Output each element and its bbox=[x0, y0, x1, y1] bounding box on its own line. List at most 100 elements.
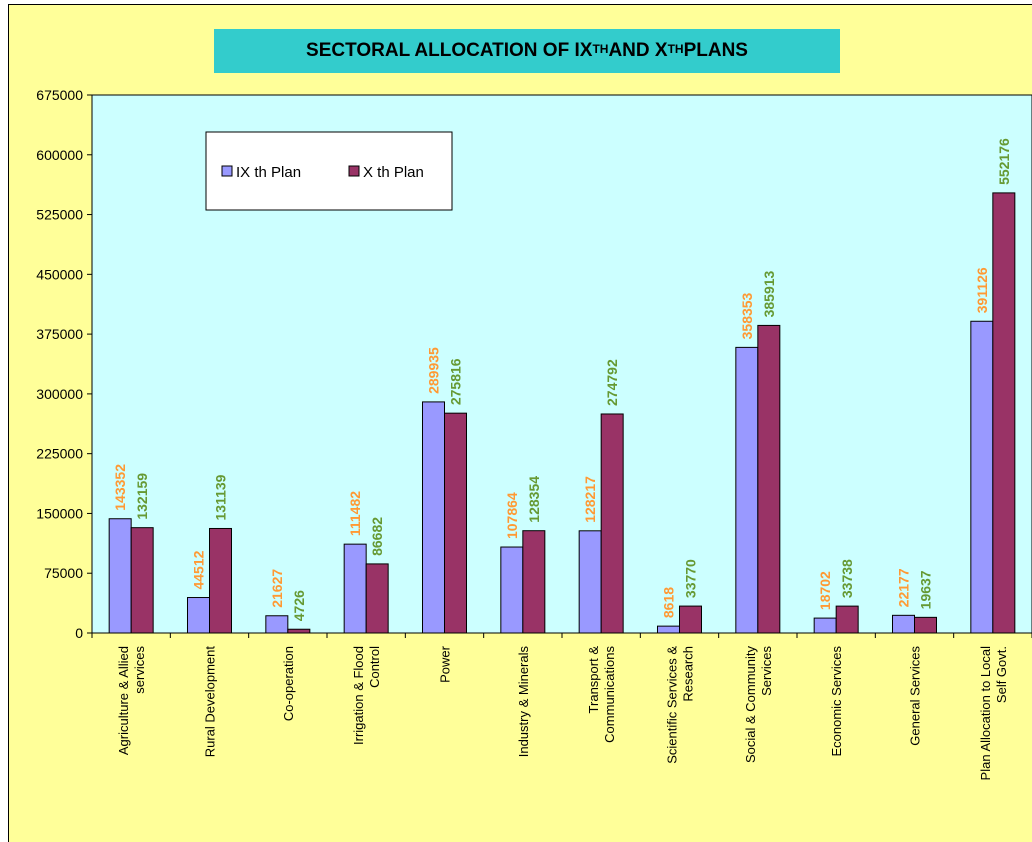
chart-title-sup1: TH bbox=[592, 42, 609, 56]
bar-value-label: 131139 bbox=[213, 474, 229, 520]
bar-value-label: 18702 bbox=[817, 571, 833, 610]
bar-x-plan bbox=[600, 413, 624, 634]
y-tick-label: 150000 bbox=[36, 505, 83, 521]
y-tick-label: 375000 bbox=[36, 326, 83, 342]
bar-value-label: 552176 bbox=[996, 138, 1012, 185]
x-category-label-line: Industry & Minerals bbox=[516, 646, 531, 758]
x-category-label: Economic Services bbox=[829, 646, 844, 757]
x-category-label: Co-operation bbox=[281, 646, 296, 721]
bar-value-label: 132159 bbox=[134, 473, 150, 520]
y-tick-label: 300000 bbox=[36, 386, 83, 402]
bar-ix-plan bbox=[813, 617, 837, 634]
y-tick-label: 75000 bbox=[44, 565, 83, 581]
bar-x-plan bbox=[365, 563, 389, 634]
bar-ix-plan bbox=[657, 625, 680, 634]
bar-value-label: 275816 bbox=[448, 358, 464, 405]
bar-ix-plan bbox=[970, 320, 994, 634]
x-category-label: Social & Community Services bbox=[743, 646, 774, 764]
bar-value-label: 391126 bbox=[974, 267, 990, 313]
x-category-label-line: Irrigation & Flood bbox=[351, 646, 366, 745]
x-category-label: Industry & Minerals bbox=[516, 646, 531, 758]
bar-value-label: 143352 bbox=[112, 464, 128, 511]
bar-value-label: 8618 bbox=[661, 587, 677, 618]
y-tick-label: 600000 bbox=[36, 147, 83, 163]
bar-x-plan bbox=[130, 527, 154, 634]
y-tick-label: 525000 bbox=[36, 207, 83, 223]
bar-x-plan bbox=[209, 527, 232, 634]
bar-value-label: 274792 bbox=[604, 359, 620, 406]
bar-value-label: 128354 bbox=[526, 476, 542, 523]
bar-value-labels: 143352 132159 44512 131139 21627 4726 111482 86… bbox=[112, 138, 1012, 621]
bar-value-label: 33770 bbox=[683, 559, 699, 598]
x-category-label: Agriculture & Allied services bbox=[116, 646, 147, 756]
bar-value-label: 4726 bbox=[291, 590, 307, 621]
bar-x-plan bbox=[992, 192, 1016, 634]
y-tick-label: 0 bbox=[75, 625, 83, 641]
x-category-label-line: services bbox=[132, 646, 147, 694]
bar-value-label: 19637 bbox=[918, 570, 934, 609]
bar-value-label: 22177 bbox=[896, 568, 912, 607]
legend: IX th Plan X th Plan bbox=[205, 131, 453, 211]
bar-value-label: 385913 bbox=[761, 270, 777, 317]
legend-label: X th Plan bbox=[363, 164, 424, 181]
bar-x-plan bbox=[287, 628, 311, 634]
y-tick-label: 450000 bbox=[36, 266, 83, 282]
x-category-label-line: Plan Allocation to Local bbox=[978, 646, 993, 781]
bar-x-plan bbox=[757, 324, 781, 634]
chart-title: SECTORAL ALLOCATION OF IX TH AND X TH PL… bbox=[214, 29, 840, 73]
legend-box bbox=[205, 131, 453, 211]
x-category-label-line: Services bbox=[759, 646, 774, 696]
legend-label: IX th Plan bbox=[236, 164, 301, 181]
y-tick-label: 225000 bbox=[36, 446, 83, 462]
y-axis: 0 75000 150000 225000 300000 375000 450000 5250… bbox=[36, 87, 93, 641]
x-category-label: Power bbox=[438, 645, 453, 683]
x-category-label: Scientific Services & Research bbox=[665, 646, 696, 764]
x-category-label-line: Co-operation bbox=[281, 646, 296, 721]
bar-value-label: 128217 bbox=[582, 476, 598, 523]
bar-ix-plan bbox=[108, 518, 132, 634]
x-category-label-line: General Services bbox=[908, 646, 923, 746]
bar-ix-plan bbox=[578, 530, 602, 634]
bar-x-plan bbox=[444, 412, 467, 634]
x-category-label-line: Transport & bbox=[586, 646, 601, 714]
bar-x-plan bbox=[835, 605, 859, 634]
x-category-label-line: Economic Services bbox=[829, 646, 844, 757]
bar-value-label: 289935 bbox=[426, 347, 442, 394]
x-category-label-line: Self Govt. bbox=[994, 646, 1009, 703]
bar-value-label: 21627 bbox=[269, 569, 285, 608]
x-category-label-line: Research bbox=[681, 646, 696, 702]
bar-ix-plan bbox=[265, 615, 289, 634]
bar-x-plan bbox=[522, 530, 546, 634]
chart-title-part1: SECTORAL ALLOCATION OF IX bbox=[306, 40, 593, 61]
x-category-label-line: Power bbox=[438, 645, 453, 683]
bar-ix-plan bbox=[422, 401, 445, 634]
x-category-label-line: Agriculture & Allied bbox=[116, 646, 131, 755]
bar-value-label: 111482 bbox=[347, 491, 363, 536]
legend-swatch bbox=[348, 165, 360, 177]
bar-value-label: 86682 bbox=[369, 517, 385, 556]
x-category-label-line: Control bbox=[367, 646, 382, 688]
chart-title-part2: AND X bbox=[608, 40, 668, 61]
bar-value-label: 358353 bbox=[739, 292, 755, 339]
bar-ix-plan bbox=[500, 546, 524, 634]
bar-ix-plan bbox=[892, 614, 915, 634]
x-category-label-line: Scientific Services & bbox=[665, 646, 680, 764]
bar-ix-plan bbox=[343, 543, 367, 634]
bar-ix-plan bbox=[735, 346, 759, 634]
bar-x-plan bbox=[914, 616, 937, 634]
chart-title-part3: PLANS bbox=[683, 40, 748, 61]
x-category-label: Irrigation & Flood Control bbox=[351, 646, 382, 745]
bar-value-label: 107864 bbox=[504, 492, 520, 539]
x-category-label: Rural Development bbox=[203, 646, 218, 758]
bars bbox=[108, 192, 1016, 634]
bar-x-plan bbox=[679, 605, 702, 634]
x-category-label: General Services bbox=[908, 646, 923, 746]
x-category-label-line: Social & Community bbox=[743, 646, 758, 764]
x-category-label: Transport & Communications bbox=[586, 646, 617, 743]
bar-value-label: 44512 bbox=[191, 550, 207, 589]
y-tick-label: 675000 bbox=[36, 87, 83, 103]
x-axis: Agriculture & Allied services Rural Develo… bbox=[91, 632, 1032, 781]
x-category-label: Plan Allocation to Local Self Govt. bbox=[978, 646, 1009, 781]
bar-value-label: 33738 bbox=[839, 559, 855, 598]
